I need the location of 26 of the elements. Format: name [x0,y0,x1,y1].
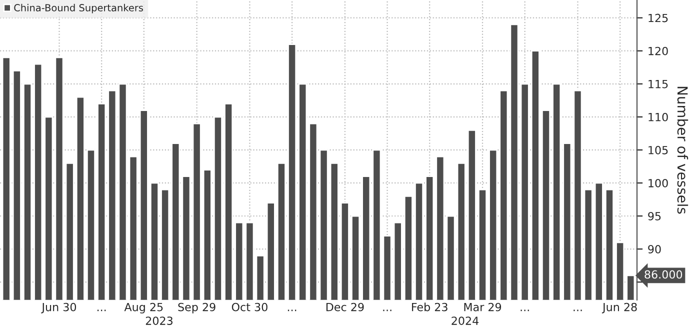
x-tick-label: ... [383,310,392,312]
x-tick-label: Oct 30 [232,302,268,312]
x-tick-label: ... [97,310,106,312]
x-tick-label: Dec 29 [326,302,364,312]
text: 2023 [146,316,172,325]
y-tick-label: 95 [648,212,661,220]
y-tick-label: 115 [648,80,668,88]
y-tick-label: 105 [648,146,668,154]
legend-label: China-Bound Supertankers [14,4,144,14]
y-tick-label: 110 [648,112,668,122]
x-tick-label: Jun 30 [41,302,76,314]
x-tick-label: Aug 25 [124,302,163,314]
text: 2024 [452,316,479,325]
y-tick-label: 125 [648,14,668,22]
x-tick-label: ... [574,310,582,312]
x-tick-label: Feb 23 [412,302,448,312]
x-tick-label: Sep 29 [178,302,216,314]
x-tick-label: Mar 29 [464,302,502,312]
y-tick-label: 90 [648,245,661,254]
y-tick-label: 100 [648,178,668,188]
x-tick-label: ... [288,310,296,312]
text: 86.000 [644,270,682,279]
x-tick-label: Jun 28 [602,302,637,314]
y-tick-label: 120 [648,46,668,56]
y-axis-title: Number of vessels [677,86,688,214]
x-tick-label: ... [520,310,529,312]
